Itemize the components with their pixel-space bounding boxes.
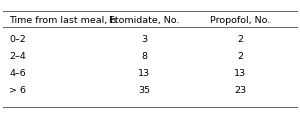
Text: 2–4: 2–4 [9,51,26,60]
Text: Etomidate, No.: Etomidate, No. [109,16,179,24]
Text: 8: 8 [141,51,147,60]
Text: 2: 2 [237,51,243,60]
Text: 4–6: 4–6 [9,68,26,77]
Text: 2: 2 [237,35,243,44]
Text: > 6: > 6 [9,85,26,94]
Text: 13: 13 [234,68,246,77]
Text: 0–2: 0–2 [9,35,26,44]
Text: 35: 35 [138,85,150,94]
Text: 23: 23 [234,85,246,94]
Text: 13: 13 [138,68,150,77]
Text: Time from last meal, h: Time from last meal, h [9,16,116,24]
Text: 3: 3 [141,35,147,44]
Text: Propofol, No.: Propofol, No. [210,16,270,24]
